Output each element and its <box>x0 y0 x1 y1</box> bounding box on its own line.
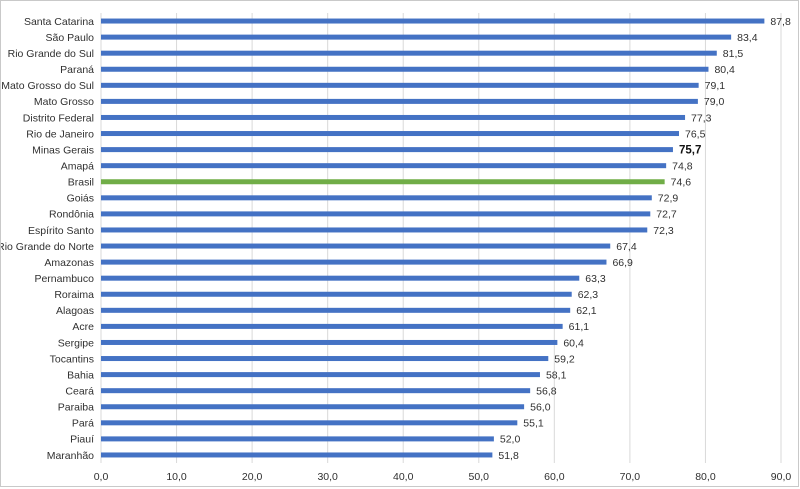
bar <box>101 114 686 120</box>
bar <box>101 195 652 201</box>
data-label: 79,0 <box>704 96 725 108</box>
bar <box>101 211 651 217</box>
bar <box>101 259 607 265</box>
category-label: Goiás <box>67 193 94 205</box>
bar <box>101 82 699 88</box>
data-label: 74,8 <box>672 160 693 172</box>
category-label: Maranhão <box>47 450 94 462</box>
x-tick-label: 40,0 <box>393 471 414 483</box>
category-label: Distrito Federal <box>23 112 94 124</box>
bar <box>101 98 698 104</box>
data-label: 77,3 <box>691 112 712 124</box>
category-label: Mato Grosso do Sul <box>1 80 94 92</box>
data-label: 56,8 <box>536 385 557 397</box>
data-label: 79,1 <box>705 80 726 92</box>
category-label: Santa Catarina <box>24 16 94 28</box>
bar <box>101 291 572 297</box>
data-label: 72,3 <box>653 225 674 237</box>
category-label: Rondônia <box>49 209 94 221</box>
data-label: 87,8 <box>770 16 791 28</box>
data-label: 59,2 <box>554 353 575 365</box>
category-label: Amazonas <box>44 257 94 269</box>
data-label: 51,8 <box>498 450 519 462</box>
data-label: 66,9 <box>612 257 633 269</box>
data-label: 61,1 <box>569 321 590 333</box>
bar <box>101 34 732 40</box>
bar <box>101 436 494 442</box>
category-label: Rio Grande do Sul <box>8 48 94 60</box>
category-label: Pará <box>72 418 94 430</box>
bar <box>101 404 525 410</box>
bar <box>101 452 493 458</box>
category-label: Rio de Janeiro <box>26 128 94 140</box>
data-label: 72,9 <box>658 193 679 205</box>
data-label: 58,1 <box>546 369 567 381</box>
category-label: Espírito Santo <box>28 225 94 237</box>
x-tick-label: 90,0 <box>771 471 792 483</box>
x-tick-label: 10,0 <box>166 471 187 483</box>
data-label: 56,0 <box>530 402 551 414</box>
data-label: 62,3 <box>578 289 599 301</box>
category-label: Alagoas <box>56 305 94 317</box>
data-label: 75,7 <box>679 144 701 156</box>
bar <box>101 420 518 426</box>
data-label: 80,4 <box>714 64 735 76</box>
category-label: Roraima <box>54 289 94 301</box>
data-label: 62,1 <box>576 305 597 317</box>
category-label: Pernambuco <box>34 273 94 285</box>
gridlines <box>100 13 782 463</box>
category-label: Acre <box>72 321 94 333</box>
category-label: Tocantins <box>50 353 94 365</box>
bar <box>101 50 717 56</box>
category-label: Paraná <box>60 64 94 76</box>
category-label: Ceará <box>65 385 94 397</box>
data-label: 76,5 <box>685 128 706 140</box>
data-label: 52,0 <box>500 434 521 446</box>
bar <box>101 275 580 281</box>
data-label: 72,7 <box>656 209 677 221</box>
data-label: 55,1 <box>523 418 544 430</box>
bar <box>101 372 540 378</box>
bar <box>101 323 563 329</box>
category-label: Sergipe <box>58 337 94 349</box>
bar <box>101 388 531 394</box>
labels: 0,0 10,0 20,0 30,0 40,0 50,0 60,0 70,0 80,0 90,0 S… <box>1 16 791 483</box>
category-label: São Paulo <box>46 32 95 44</box>
x-tick-label: 0,0 <box>94 471 109 483</box>
category-label: Amapá <box>61 160 94 172</box>
bar <box>101 339 558 345</box>
bar <box>101 307 571 313</box>
category-label: Brasil <box>68 177 94 189</box>
bar <box>101 179 665 185</box>
category-label: Rio Grande do Norte <box>1 241 94 253</box>
bar <box>101 147 673 153</box>
data-label: 67,4 <box>616 241 637 253</box>
x-tick-label: 70,0 <box>620 471 641 483</box>
category-label: Minas Gerais <box>32 144 94 156</box>
data-label: 83,4 <box>737 32 758 44</box>
bar <box>101 18 765 24</box>
bar <box>101 131 679 137</box>
category-label: Piauí <box>70 434 94 446</box>
category-label: Paraiba <box>58 402 94 414</box>
data-label: 74,6 <box>671 177 692 189</box>
data-label: 63,3 <box>585 273 606 285</box>
category-label: Mato Grosso <box>34 96 94 108</box>
x-tick-label: 60,0 <box>544 471 565 483</box>
x-tick-label: 50,0 <box>469 471 490 483</box>
category-label: Bahia <box>67 369 94 381</box>
bar <box>101 66 709 72</box>
data-label: 81,5 <box>723 48 744 60</box>
bar <box>101 163 667 169</box>
x-tick-label: 20,0 <box>242 471 263 483</box>
bar <box>101 227 648 233</box>
bar <box>101 243 611 249</box>
bar <box>101 356 549 362</box>
bars <box>101 18 765 458</box>
data-label: 60,4 <box>563 337 584 349</box>
x-tick-label: 80,0 <box>695 471 716 483</box>
x-tick-label: 30,0 <box>317 471 338 483</box>
